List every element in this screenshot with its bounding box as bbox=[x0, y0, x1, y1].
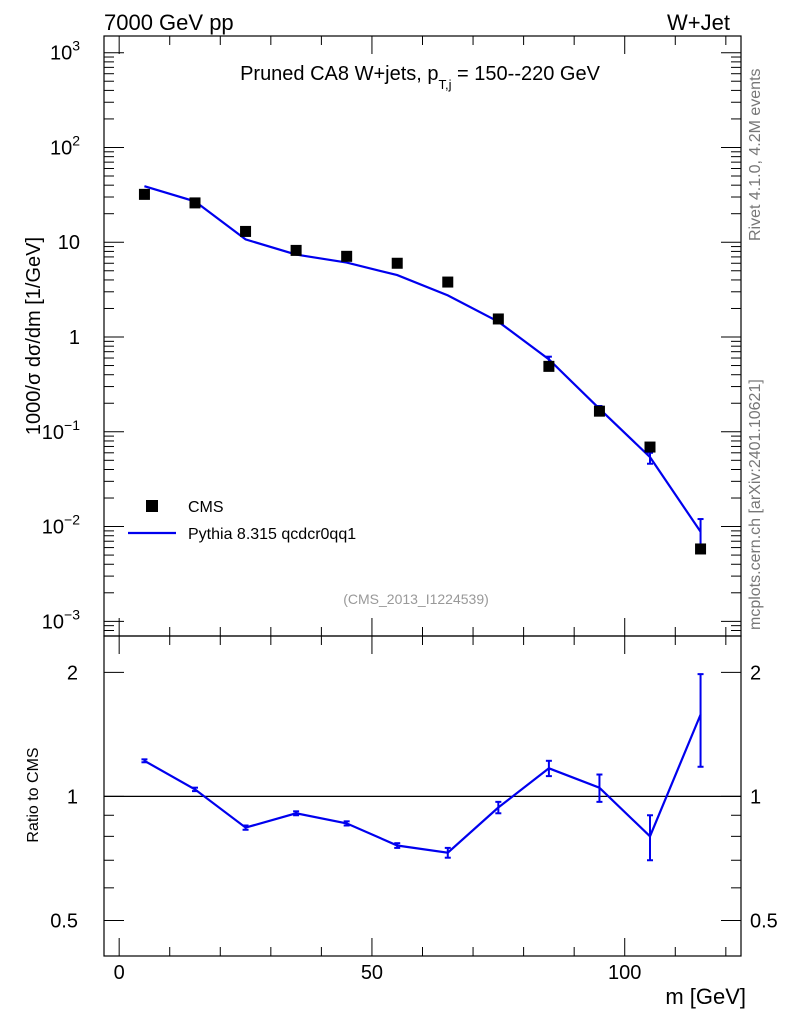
x-tick-label: 50 bbox=[361, 962, 383, 984]
ratio-y-axis-label: Ratio to CMS bbox=[25, 747, 42, 842]
ratio-y-tick-label-right: 0.5 bbox=[750, 910, 778, 932]
rivet-version-label: Rivet 4.1.0, 4.2M events bbox=[747, 68, 764, 241]
cms-data-point bbox=[543, 360, 555, 372]
x-tick-labels: 0 50 100 bbox=[114, 962, 642, 984]
plot-title-tail: = 150--220 GeV bbox=[452, 63, 601, 85]
tick-base: 10 bbox=[58, 232, 80, 254]
main-y-axis-label: 1000/σ dσ/dm [1/GeV] bbox=[23, 237, 45, 435]
legend-pythia-label: Pythia 8.315 qcdcr0qq1 bbox=[188, 526, 356, 543]
tick-exponent: −2 bbox=[64, 512, 80, 528]
x-axis-label: m [GeV] bbox=[665, 984, 746, 1009]
cms-data-point bbox=[138, 188, 150, 200]
legend: CMS Pythia 8.315 qcdcr0qq1 bbox=[128, 499, 356, 543]
main-y-tick-label: 10−3 bbox=[42, 606, 80, 633]
header-left: 7000 GeV pp bbox=[104, 10, 234, 35]
main-axis-ticks bbox=[104, 36, 741, 637]
ratio-curve bbox=[143, 714, 702, 854]
tick-base: 10 bbox=[42, 517, 64, 539]
main-y-tick-label: 103 bbox=[50, 38, 80, 65]
ratio-y-tick-labels: 2 2 1 1 0.5 0.5 bbox=[50, 662, 778, 932]
ratio-y-tick-label-right: 2 bbox=[750, 662, 761, 684]
cms-data-point bbox=[189, 197, 201, 209]
tick-base: 10 bbox=[42, 422, 64, 444]
cms-data-point bbox=[695, 543, 707, 555]
tick-exponent: −3 bbox=[64, 606, 80, 622]
cms-data-point bbox=[442, 276, 454, 288]
ratio-y-tick-label-right: 1 bbox=[750, 786, 761, 808]
ratio-series bbox=[141, 673, 704, 862]
cms-data-point bbox=[290, 244, 302, 256]
plot-title-main: Pruned CA8 W+jets, p bbox=[240, 63, 438, 85]
tick-base: 10 bbox=[50, 43, 72, 65]
plot-title-subscript: T,j bbox=[439, 77, 452, 92]
tick-base: 1 bbox=[69, 327, 80, 349]
ratio-y-tick-label-left: 1 bbox=[67, 786, 78, 808]
main-y-tick-label: 10−2 bbox=[42, 512, 80, 539]
analysis-watermark: (CMS_2013_I1224539) bbox=[343, 591, 489, 607]
ratio-axis-ticks bbox=[104, 636, 741, 956]
tick-base: 10 bbox=[42, 611, 64, 633]
tick-exponent: −1 bbox=[64, 417, 80, 433]
ratio-y-tick-label-left: 2 bbox=[67, 662, 78, 684]
ratio-y-tick-label-left: 0.5 bbox=[50, 910, 78, 932]
main-y-tick-label: 102 bbox=[50, 132, 80, 159]
tick-base: 10 bbox=[50, 137, 72, 159]
cms-data-point bbox=[391, 257, 403, 269]
tick-exponent: 3 bbox=[72, 38, 80, 54]
cms-data-point bbox=[644, 441, 656, 453]
x-tick-label: 100 bbox=[608, 962, 641, 984]
tick-exponent: 2 bbox=[72, 132, 80, 148]
mcplots-label: mcplots.cern.ch [arXiv:2401.10621] bbox=[747, 379, 764, 630]
plot-title: Pruned CA8 W+jets, pT,j = 150--220 GeV bbox=[240, 63, 601, 92]
main-frame bbox=[103, 35, 742, 637]
pythia-curve bbox=[144, 185, 702, 533]
main-series bbox=[138, 185, 707, 555]
main-y-tick-label: 10−1 bbox=[42, 417, 80, 444]
legend-cms-label: CMS bbox=[188, 499, 224, 516]
cms-data-point bbox=[492, 313, 504, 325]
header-right: W+Jet bbox=[667, 10, 730, 35]
ratio-panel: 2 2 1 1 0.5 0.5 0 50 100 Ratio to CMS m [GeV] bbox=[25, 635, 778, 1009]
cms-data-point bbox=[593, 405, 605, 417]
legend-cms-marker bbox=[146, 500, 158, 512]
main-y-tick-label: 10 bbox=[58, 232, 80, 254]
cms-data-point bbox=[240, 225, 252, 237]
cms-data-point bbox=[341, 250, 353, 262]
main-y-tick-label: 1 bbox=[69, 327, 80, 349]
x-tick-label: 0 bbox=[114, 962, 125, 984]
